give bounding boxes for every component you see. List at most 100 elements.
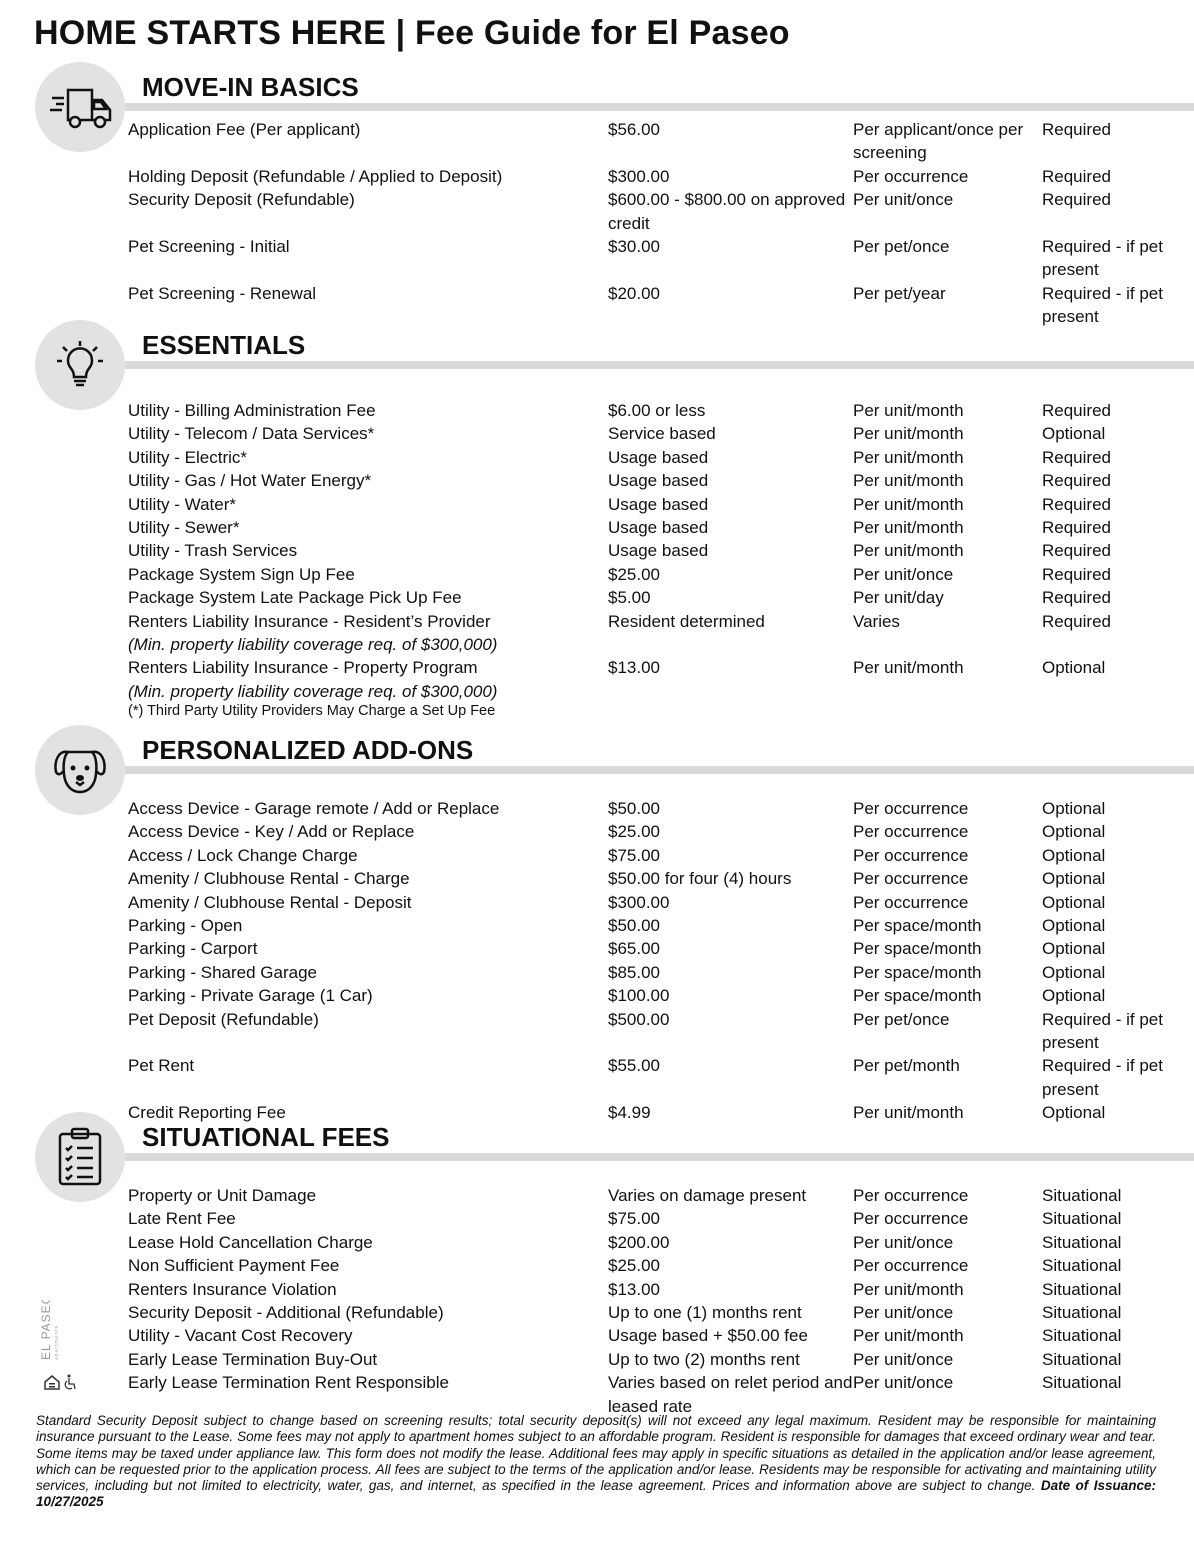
- disclaimer: Standard Security Deposit subject to cha…: [36, 1413, 1156, 1511]
- fee-row: Utility - Sewer* Usage based Per unit/mont…: [128, 516, 1194, 539]
- section-title: PERSONALIZED ADD-ONS: [142, 735, 474, 765]
- fee-amount: $300.00: [608, 166, 670, 186]
- fee-frequency: Per unit/month: [853, 494, 964, 514]
- fee-amount: $25.00: [608, 822, 660, 842]
- fee-row: Renters Liability Insurance - Resident’s…: [128, 610, 1194, 657]
- fee-name: Renters Insurance Violation: [128, 1279, 337, 1299]
- fee-row: Utility - Billing Administration Fee $6.0…: [128, 399, 1194, 422]
- fee-name: Utility - Gas / Hot Water Energy*: [128, 471, 372, 491]
- fee-amount: $4.99: [608, 1103, 651, 1123]
- fee-row: Property or Unit Damage Varies on damage …: [128, 1184, 1194, 1207]
- fee-frequency: Per unit/month: [853, 447, 964, 467]
- equal-housing-icon: [44, 1375, 60, 1390]
- fee-requirement: Required: [1042, 541, 1111, 561]
- fee-row: Parking - Carport $65.00 Per space/month Op…: [128, 937, 1194, 960]
- fee-amount: $25.00: [608, 564, 660, 584]
- fee-amount: $300.00: [608, 892, 670, 912]
- fee-row: Amenity / Clubhouse Rental - Charge $50.0…: [128, 867, 1194, 890]
- el-paseo-logo: EL PASEO apartments: [38, 1294, 78, 1395]
- fee-name: Renters Liability Insurance - Resident’s…: [128, 611, 491, 631]
- fee-name: Amenity / Clubhouse Rental - Deposit: [128, 892, 412, 912]
- fee-table: Application Fee (Per applicant) $56.00 Per…: [128, 118, 1194, 329]
- fee-amount: Resident determined: [608, 611, 765, 631]
- fee-frequency: Per unit/day: [853, 588, 944, 608]
- page-title: HOME STARTS HERE | Fee Guide for El Pase…: [34, 14, 790, 52]
- fee-requirement: Optional: [1042, 658, 1106, 678]
- fee-note: (Min. property liability coverage req. o…: [128, 681, 498, 701]
- fee-row: Parking - Open $50.00 Per space/month Optio…: [128, 914, 1194, 937]
- fee-name: Late Rent Fee: [128, 1209, 236, 1229]
- fee-requirement: Optional: [1042, 892, 1106, 912]
- fee-name: Pet Screening - Initial: [128, 237, 290, 257]
- svg-text:EL PASEO: EL PASEO: [39, 1300, 53, 1360]
- fee-name: Utility - Billing Administration Fee: [128, 401, 376, 420]
- fee-frequency: Per space/month: [853, 986, 982, 1006]
- fee-row: Utility - Vacant Cost Recovery Usage base…: [128, 1324, 1194, 1347]
- fee-amount: $13.00: [608, 658, 660, 678]
- fee-requirement: Required: [1042, 588, 1111, 608]
- fee-amount: $65.00: [608, 939, 660, 959]
- fee-requirement: Situational: [1042, 1279, 1122, 1299]
- fee-name: Early Lease Termination Rent Responsible: [128, 1373, 449, 1393]
- fee-requirement: Optional: [1042, 986, 1106, 1006]
- section-divider: [125, 766, 1194, 774]
- fee-frequency: Per unit/once: [853, 564, 954, 584]
- fee-frequency: Per unit/month: [853, 1279, 964, 1299]
- fee-requirement: Situational: [1042, 1326, 1122, 1346]
- fee-amount: $75.00: [608, 845, 660, 865]
- section-title: ESSENTIALS: [142, 330, 306, 360]
- fee-amount: Usage based: [608, 541, 709, 561]
- fee-frequency: Per pet/once: [853, 1009, 950, 1029]
- fee-requirement: Required: [1042, 120, 1111, 139]
- fee-requirement: Optional: [1042, 799, 1106, 818]
- fee-name: Parking - Carport: [128, 939, 258, 959]
- fee-frequency: Per unit/month: [853, 658, 964, 678]
- fee-requirement: Situational: [1042, 1232, 1122, 1252]
- fee-frequency: Per applicant/once per screening: [853, 120, 1024, 163]
- fee-table: Property or Unit Damage Varies on damage …: [128, 1184, 1194, 1418]
- section-header: MOVE-IN BASICS: [0, 62, 1194, 152]
- fee-name: Renters Liability Insurance - Property P…: [128, 658, 478, 678]
- fee-row: Pet Deposit (Refundable) $500.00 Per pet/o…: [128, 1008, 1194, 1055]
- fee-name: Security Deposit - Additional (Refundabl…: [128, 1303, 444, 1323]
- fee-requirement: Required - if pet present: [1042, 237, 1163, 280]
- fee-requirement: Situational: [1042, 1303, 1122, 1323]
- fee-name: Utility - Vacant Cost Recovery: [128, 1326, 353, 1346]
- fee-requirement: Situational: [1042, 1256, 1122, 1276]
- fee-note: (Min. property liability coverage req. o…: [128, 635, 498, 655]
- fee-frequency: Per unit/once: [853, 1349, 954, 1369]
- fee-row: Security Deposit - Additional (Refundabl…: [128, 1301, 1194, 1324]
- fee-row: Access Device - Garage remote / Add or R…: [128, 797, 1194, 820]
- fee-amount: Up to two (2) months rent: [608, 1349, 800, 1369]
- fee-amount: Usage based: [608, 447, 709, 467]
- fee-frequency: Varies: [853, 611, 900, 631]
- fee-requirement: Required - if pet present: [1042, 1056, 1163, 1099]
- svg-text:apartments: apartments: [54, 1325, 60, 1360]
- fee-requirement: Optional: [1042, 845, 1106, 865]
- fee-frequency: Per occurrence: [853, 1256, 969, 1276]
- fee-amount: $75.00: [608, 1209, 660, 1229]
- fee-row: Access / Lock Change Charge $75.00 Per occ…: [128, 844, 1194, 867]
- fee-requirement: Optional: [1042, 916, 1106, 936]
- fee-requirement: Required: [1042, 611, 1111, 631]
- fee-name: Parking - Private Garage (1 Car): [128, 986, 373, 1006]
- fee-amount: $50.00: [608, 799, 660, 818]
- lightbulb-icon: [35, 320, 125, 410]
- fee-row: Early Lease Termination Buy-Out Up to two…: [128, 1348, 1194, 1371]
- fee-requirement: Required: [1042, 564, 1111, 584]
- accessibility-icon: [64, 1374, 76, 1390]
- fee-amount: $50.00: [608, 916, 660, 936]
- fee-frequency: Per space/month: [853, 939, 982, 959]
- fee-requirement: Optional: [1042, 822, 1106, 842]
- fee-requirement: Required: [1042, 190, 1111, 210]
- fee-row: Application Fee (Per applicant) $56.00 Per…: [128, 118, 1194, 165]
- section-personalized-add-ons: PERSONALIZED ADD-ONS Access Device - Gara…: [0, 725, 1194, 1125]
- fee-amount: Varies on damage present: [608, 1186, 807, 1205]
- section-move-in-basics: MOVE-IN BASICS Application Fee (Per appli…: [0, 62, 1194, 329]
- section-situational-fees: SITUATIONAL FEES Property or Unit Damage V…: [0, 1112, 1194, 1418]
- fee-amount: Varies based on relet period and leased …: [608, 1373, 853, 1416]
- fee-row: Pet Rent $55.00 Per pet/month Required - if…: [128, 1054, 1194, 1101]
- fee-frequency: Per pet/month: [853, 1056, 960, 1076]
- fee-row: Renters Liability Insurance - Property P…: [128, 656, 1194, 703]
